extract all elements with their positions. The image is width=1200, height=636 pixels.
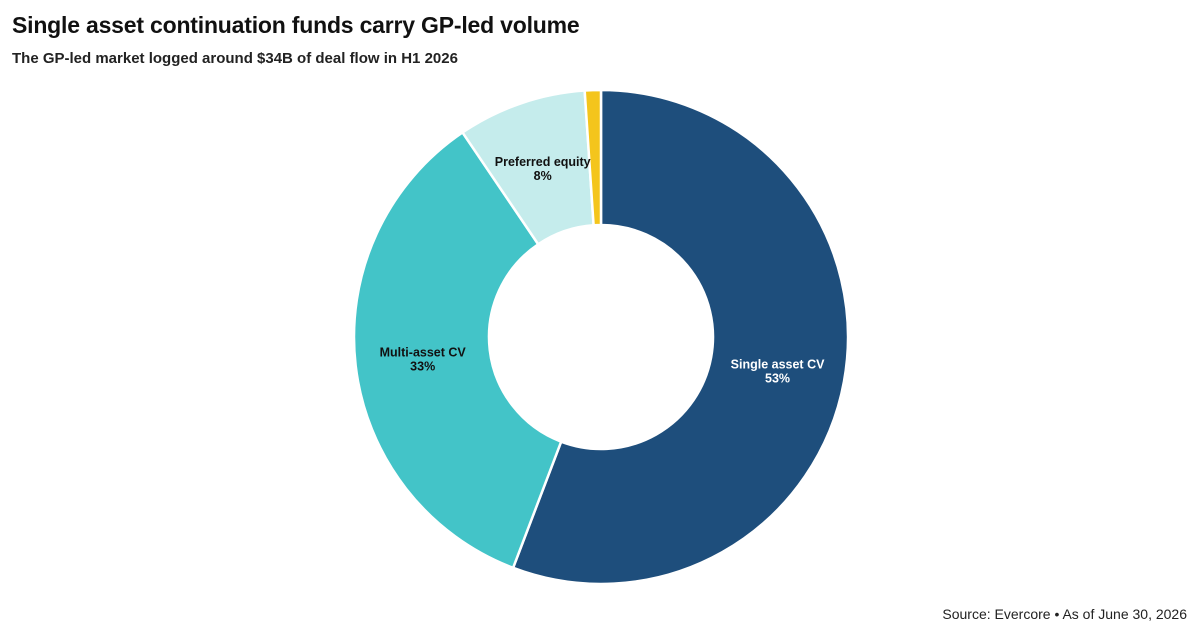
source-note: Source: Evercore • As of June 30, 2026	[942, 606, 1187, 622]
slice-value-label: 33%	[410, 360, 435, 374]
slice-label-single-asset-cv: Single asset CV 53%	[731, 357, 825, 385]
slice-category-label: Preferred equity	[495, 155, 591, 169]
chart-title: Single asset continuation funds carry GP…	[12, 12, 580, 38]
slice-value-label: 8%	[534, 169, 552, 183]
slice-label-preferred-equity: Preferred equity 8%	[495, 155, 591, 183]
donut-slices	[352, 88, 850, 586]
slice-value-label: 53%	[765, 371, 790, 385]
slice-category-label: Multi-asset CV	[380, 346, 467, 360]
slice-single-asset-cv	[511, 88, 850, 586]
slice-multi-asset-cv	[352, 131, 563, 570]
slice-slice-4	[583, 88, 603, 227]
slice-category-label: Single asset CV	[731, 357, 825, 371]
slice-label-multi-asset-cv: Multi-asset CV 33%	[380, 346, 467, 374]
donut-labels: Single asset CV 53% Multi-asset CV 33% Prefe…	[380, 155, 825, 385]
chart-subtitle: The GP-led market logged around $34B of …	[12, 50, 458, 67]
